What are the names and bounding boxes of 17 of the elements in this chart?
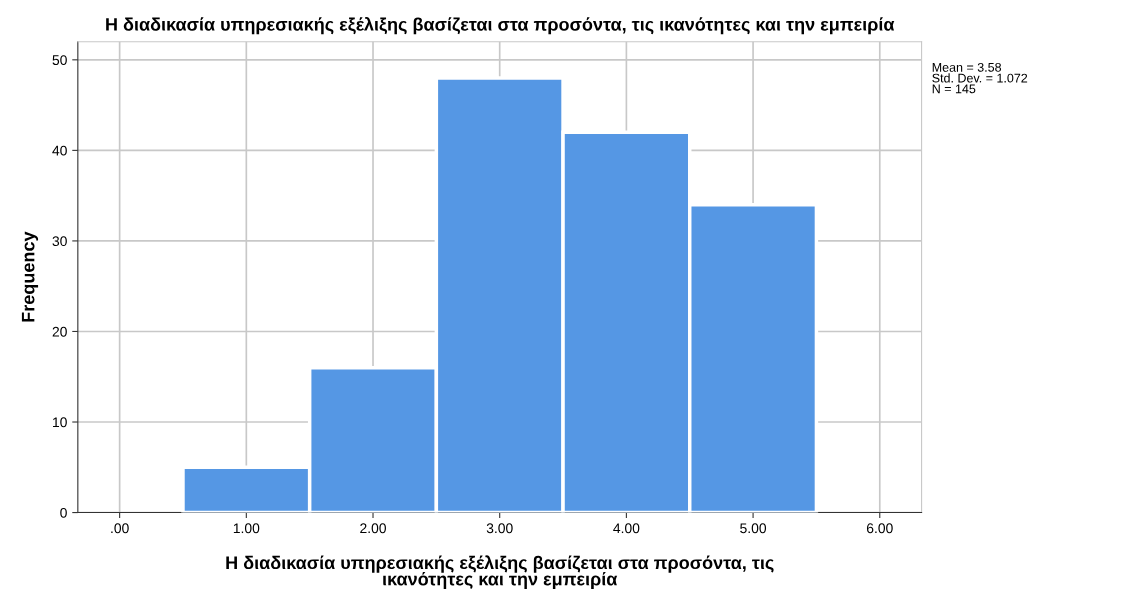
x-tick-label: 6.00 bbox=[866, 523, 893, 534]
y-tick-label: 0 bbox=[60, 507, 67, 518]
x-tick-label: 3.00 bbox=[486, 523, 513, 534]
y-tick-label: 40 bbox=[52, 145, 67, 156]
x-tick-label: 2.00 bbox=[360, 523, 386, 534]
x-tick-label: 1.00 bbox=[233, 523, 260, 534]
y-tick-label: 20 bbox=[52, 326, 67, 337]
x-tick-label: 5.00 bbox=[740, 523, 767, 534]
y-tick-label: 30 bbox=[52, 236, 67, 247]
y-tick-label: 50 bbox=[52, 55, 67, 65]
x-tick-label: 4.00 bbox=[613, 523, 640, 534]
x-axis-title: Η διαδικασία υπηρεσιακής εξέλιξης βασίζεται στα προσόντα, τις ικανότητες και την εμπειρία bbox=[226, 555, 774, 590]
text: Mean = 3.58 Std. Dev. = 1.072 N = 145 bbox=[932, 62, 1028, 94]
chart-title: Η διαδικασία υπηρεσιακής εξέλιξης βασίζεται στα προσόντα, τις ικανότητες και την εμπειρία bbox=[106, 17, 895, 35]
x-tick-label: .00 bbox=[111, 523, 129, 534]
y-axis-title: Frequency bbox=[21, 231, 39, 322]
y-tick-label: 10 bbox=[53, 417, 67, 428]
